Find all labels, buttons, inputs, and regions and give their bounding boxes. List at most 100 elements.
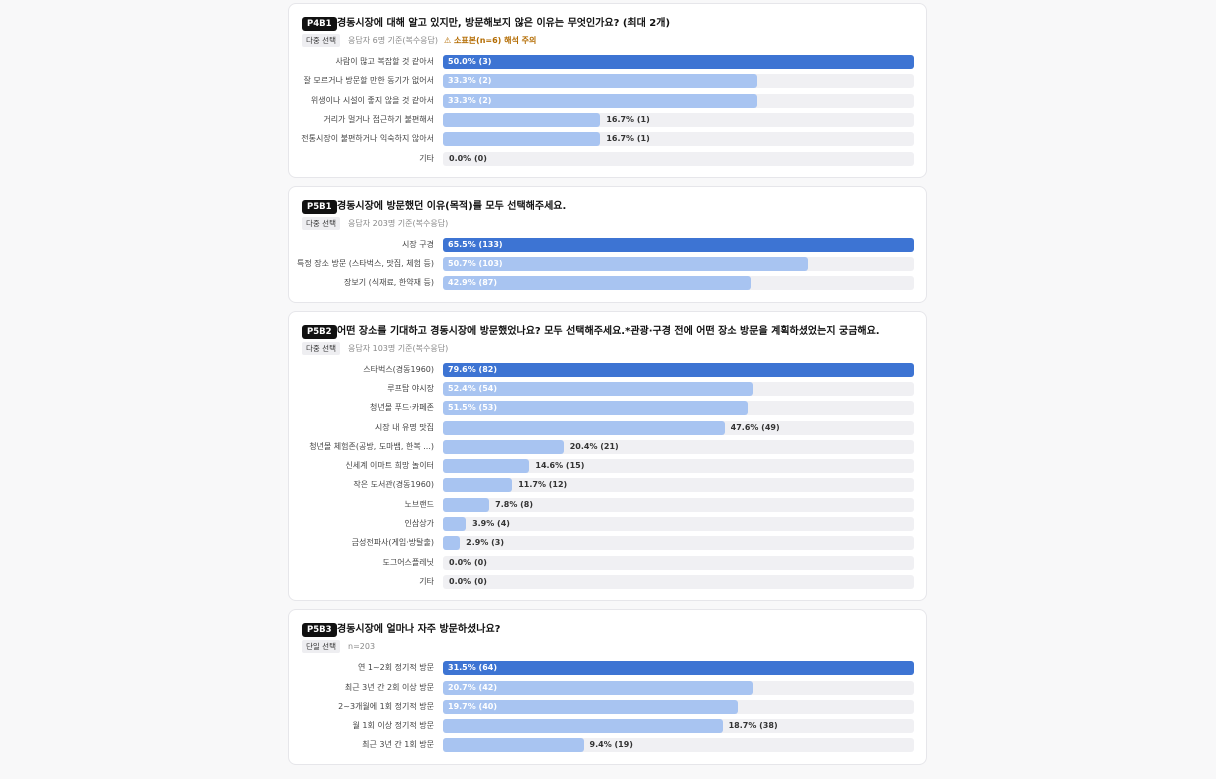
respondent-note: 응답자 6명 기준(복수응답) — [348, 36, 439, 45]
value-label: 16.7% (1) — [606, 134, 650, 144]
bar — [443, 536, 461, 551]
value-label: 50.7% (103) — [448, 259, 503, 269]
bar — [443, 401, 748, 416]
survey-card: P4B1 경동시장에 대해 알고 있지만, 방문해보지 않은 이유는 무엇인가요?… — [288, 3, 927, 178]
bar — [443, 439, 564, 454]
bar-track — [443, 517, 914, 532]
value-label: 14.6% (15) — [535, 461, 585, 471]
value-label: 11.7% (12) — [518, 480, 568, 490]
bar-track — [443, 555, 914, 570]
bar — [443, 661, 914, 676]
question-title: 경동시장에 얼마나 자주 방문하셨나요? — [337, 624, 501, 636]
select-type-tag: 다중 선택 — [302, 341, 340, 355]
category-label: 루프탑 야시장 — [387, 383, 434, 393]
bar — [443, 738, 584, 753]
question-title: 경동시장에 방문했던 이유(목적)를 모두 선택해주세요. — [337, 200, 567, 212]
category-label: 특정 장소 방문 (스타벅스, 맛집, 체험 등) — [297, 259, 434, 269]
bar-track — [443, 497, 914, 512]
bar — [443, 680, 753, 695]
category-label: 스타벅스(경동1960) — [363, 364, 434, 374]
survey-card: P5B3 경동시장에 얼마나 자주 방문하셨나요? 단일 선택 n=203 연 1~2회… — [288, 609, 927, 765]
value-label: 3.9% (4) — [472, 519, 510, 529]
category-label: 사람이 많고 복잡할 것 같아서 — [335, 57, 435, 66]
respondent-note: 응답자 103명 기준(복수응답) — [348, 343, 449, 353]
survey-card: P5B1 경동시장에 방문했던 이유(목적)를 모두 선택해주세요. 다중 선택 응답… — [288, 185, 927, 303]
value-label: 9.4% (19) — [589, 740, 633, 750]
value-label: 42.9% (87) — [448, 278, 497, 288]
category-label: 위생이나 시설이 좋지 않을 것 같아서 — [310, 95, 434, 105]
question-code: P5B1 — [302, 199, 337, 214]
category-label: 청년몰 푸드·카페존 — [370, 403, 434, 413]
value-label: 7.8% (8) — [495, 499, 533, 509]
question-title: 경동시장에 대해 알고 있지만, 방문해보지 않은 이유는 무엇인가요? (최대… — [337, 18, 671, 29]
value-label: 33.3% (2) — [448, 95, 492, 105]
category-label: 거리가 멀거나 접근하기 불편해서 — [323, 114, 434, 124]
category-label: 노브랜드 — [404, 499, 434, 509]
value-label: 47.6% (49) — [730, 422, 780, 432]
category-label: 잘 모르거나 방문할 만한 동기가 없어서 — [303, 76, 434, 86]
bar — [443, 55, 914, 69]
bar — [443, 132, 601, 147]
value-label: 51.5% (53) — [448, 403, 497, 413]
bar-track — [443, 574, 914, 589]
category-label: 최근 3년 간 2회 이상 방문 — [344, 682, 434, 692]
category-label: 인삼상가 — [404, 519, 434, 529]
value-label: 52.4% (54) — [448, 383, 497, 393]
value-label: 0.0% (0) — [449, 153, 487, 163]
value-label: 79.6% (82) — [448, 364, 497, 374]
category-label: 시장 구경 — [402, 239, 434, 249]
value-label: 18.7% (38) — [728, 721, 778, 731]
category-label: 최근 3년 간 1회 방문 — [362, 740, 434, 750]
value-label: 19.7% (40) — [448, 701, 497, 711]
bar — [443, 276, 752, 291]
survey-card: P5B2 어떤 장소를 기대하고 경동시장에 방문했었나요? 모두 선택해주세요.… — [288, 310, 927, 602]
category-label: 신세계 이마트 희망 놀이터 — [345, 461, 434, 471]
respondent-note: 응답자 203명 기준(복수응답) — [348, 218, 449, 228]
category-label: 연 1~2회 정기적 방문 — [357, 663, 434, 673]
bar — [443, 699, 738, 714]
value-label: 33.3% (2) — [448, 76, 492, 86]
respondent-note: n=203 — [348, 642, 376, 652]
small-sample-warning: ⚠ 소표본(n=6) 해석 주의 — [444, 36, 537, 45]
category-label: 2~3개월에 1회 정기적 방문 — [338, 701, 434, 711]
value-label: 50.0% (3) — [448, 57, 492, 66]
bar — [443, 478, 513, 493]
bar — [443, 257, 808, 272]
bar — [443, 112, 601, 127]
bar — [443, 237, 914, 252]
select-type-tag: 다중 선택 — [302, 216, 340, 230]
category-label: 월 1회 이상 정기적 방문 — [352, 721, 434, 731]
question-code: P5B2 — [302, 324, 337, 339]
bar-track — [443, 151, 914, 166]
category-label: 시장 내 유명 맛집 — [374, 422, 434, 432]
category-label: 전통시장이 불편하거나 익숙하지 않아서 — [301, 134, 434, 144]
select-type-tag: 단일 선택 — [302, 640, 340, 654]
category-label: 기타 — [419, 576, 434, 586]
value-label: 20.7% (42) — [448, 682, 497, 692]
category-label: 금성전파사(게임·방탈출) — [351, 538, 434, 548]
bar — [443, 459, 530, 474]
value-label: 2.9% (3) — [466, 538, 505, 548]
bar — [443, 517, 467, 532]
select-type-tag: 다중 선택 — [302, 34, 340, 47]
question-title: 어떤 장소를 기대하고 경동시장에 방문했었나요? 모두 선택해주세요.*관광·… — [337, 325, 880, 337]
bar — [443, 93, 757, 108]
bar — [443, 497, 490, 512]
value-label: 31.5% (64) — [448, 663, 497, 673]
bar-track — [443, 536, 914, 551]
category-label: 청년몰 체험존(공방, 도마뱀, 한복 ...) — [309, 441, 434, 451]
value-label: 0.0% (0) — [449, 557, 487, 567]
category-label: 기타 — [419, 153, 434, 163]
value-label: 65.5% (133) — [448, 239, 503, 249]
bar — [443, 74, 757, 89]
value-label: 0.0% (0) — [449, 576, 487, 586]
value-label: 20.4% (21) — [569, 441, 619, 451]
question-code: P4B1 — [302, 17, 337, 31]
question-code: P5B3 — [302, 623, 337, 638]
bar — [443, 381, 754, 396]
category-label: 장보기 (식재료, 한약재 등) — [343, 278, 434, 288]
bar — [443, 420, 725, 435]
bar — [443, 719, 723, 734]
category-label: 작은 도서관(경동1960) — [353, 480, 434, 490]
